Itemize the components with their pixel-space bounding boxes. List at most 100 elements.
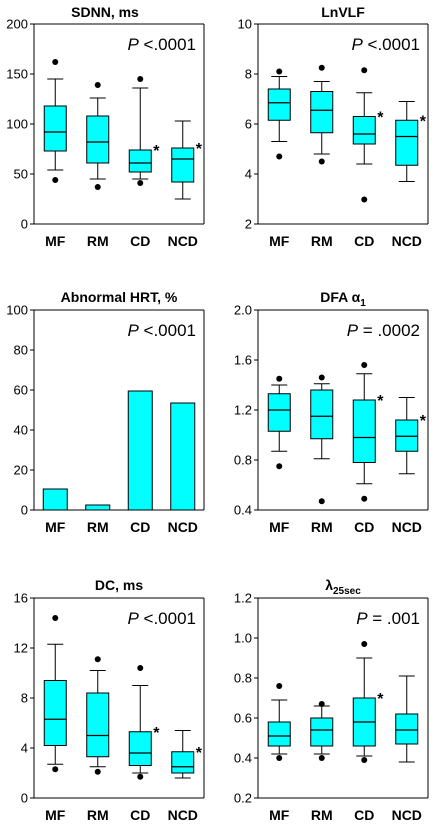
box-iqr [310, 717, 334, 747]
box-plot [310, 64, 334, 165]
x-category-label: RM [311, 233, 333, 249]
y-tick-label: 200 [6, 17, 28, 32]
panel-title: DFA α1 [320, 289, 366, 309]
y-tick-label: 12 [14, 641, 28, 656]
box-plot: * [395, 397, 427, 475]
significance-asterisk: * [153, 725, 160, 742]
outlier-point [52, 615, 59, 621]
y-tick-label: 1.6 [234, 353, 252, 368]
chart-panel-5: DC, ms 0 4 8 12 16 MF RM CD NCD P <.0001 * * [14, 577, 205, 823]
box-iqr [395, 119, 419, 166]
p-value: P <.0001 [351, 35, 420, 54]
y-tick-label: 1.2 [234, 403, 252, 418]
panel-title-text: λ [325, 577, 333, 593]
y-tick-label: 0.8 [234, 453, 252, 468]
x-category-label: CD [354, 233, 374, 249]
outlier-point [94, 768, 101, 775]
panel-title-subscript: 25sec [333, 586, 361, 597]
panel-title-text: DFA α [320, 289, 360, 305]
p-value-prefix: P [127, 609, 139, 628]
box-plot: * [128, 665, 160, 780]
panel-title: λ25sec [325, 577, 361, 597]
outlier-point [318, 64, 325, 71]
y-tick-label: 20 [14, 463, 28, 478]
y-tick-label: 60 [14, 383, 28, 398]
outlier-point [94, 656, 101, 663]
y-tick-label: 1.2 [234, 591, 252, 606]
outlier-point [137, 773, 144, 780]
box-iqr [171, 751, 195, 774]
box-plot [267, 683, 291, 761]
panel-title-text: SDNN, ms [71, 4, 139, 20]
box-plot [267, 375, 291, 470]
p-value-text: <.0001 [363, 35, 420, 54]
x-category-label: CD [354, 807, 374, 823]
x-category-label: NCD [168, 233, 198, 249]
p-value-text: <.0001 [139, 321, 196, 340]
y-tick-label: 50 [14, 167, 28, 182]
bar [42, 488, 68, 511]
outlier-point [52, 177, 59, 183]
outlier-point [276, 683, 283, 689]
box-plot [43, 59, 67, 183]
p-value-text: <.0001 [139, 609, 196, 628]
p-value-prefix: P [127, 35, 139, 54]
significance-asterisk: * [196, 745, 203, 762]
outlier-point [276, 68, 283, 75]
box-plot: * [128, 76, 160, 186]
panel-title: LnVLF [321, 4, 365, 20]
box-iqr [352, 116, 376, 145]
box-iqr [86, 115, 110, 164]
y-tick-label: 0 [21, 217, 28, 232]
p-value-text: = .001 [368, 609, 420, 628]
box-iqr [267, 721, 291, 747]
box-iqr [86, 692, 110, 758]
y-tick-label: 150 [6, 67, 28, 82]
y-tick-label: 2 [245, 217, 252, 232]
significance-asterisk: * [377, 393, 384, 410]
box-iqr [43, 680, 67, 746]
box-iqr [395, 419, 419, 452]
significance-asterisk: * [377, 691, 384, 708]
box-iqr [267, 393, 291, 432]
box-plot: * [395, 101, 427, 182]
box-plot [395, 675, 419, 763]
y-tick-label: 80 [14, 343, 28, 358]
box-iqr [352, 399, 376, 463]
y-tick-label: 0.8 [234, 671, 252, 686]
panel-title-text: LnVLF [321, 4, 365, 20]
x-category-label: CD [354, 519, 374, 535]
y-tick-label: 100 [6, 303, 28, 318]
box-plot: * [352, 641, 384, 763]
box-plot [86, 656, 110, 775]
outlier-point [276, 463, 283, 470]
outlier-point [361, 495, 368, 502]
box-plot [310, 374, 334, 505]
x-category-label: RM [87, 807, 109, 823]
box-plot [43, 615, 67, 773]
panel-title-text: DC, ms [95, 577, 143, 593]
chart-panel-2: LnVLF 2 4 6 8 10 MF RM CD NCD P <.0001 * * [238, 4, 429, 249]
x-category-label: NCD [392, 519, 422, 535]
x-category-label: MF [45, 519, 66, 535]
bar [170, 402, 196, 511]
y-tick-label: 6 [245, 117, 252, 132]
outlier-point [276, 153, 283, 160]
y-tick-label: 100 [6, 117, 28, 132]
significance-asterisk: * [420, 413, 427, 430]
p-value-text: = .0002 [358, 321, 420, 340]
outlier-point [94, 184, 101, 190]
outlier-point [52, 59, 59, 65]
p-value: P = .001 [356, 609, 420, 628]
x-category-label: RM [311, 807, 333, 823]
y-tick-label: 1.0 [234, 631, 252, 646]
panel-title: SDNN, ms [71, 4, 139, 20]
p-value-prefix: P [351, 35, 363, 54]
x-category-label: RM [87, 519, 109, 535]
x-category-label: NCD [392, 807, 422, 823]
y-tick-label: 16 [14, 591, 28, 606]
box-plot [86, 82, 110, 190]
box-iqr [128, 149, 152, 173]
outlier-point [318, 755, 325, 761]
x-category-label: MF [269, 233, 290, 249]
